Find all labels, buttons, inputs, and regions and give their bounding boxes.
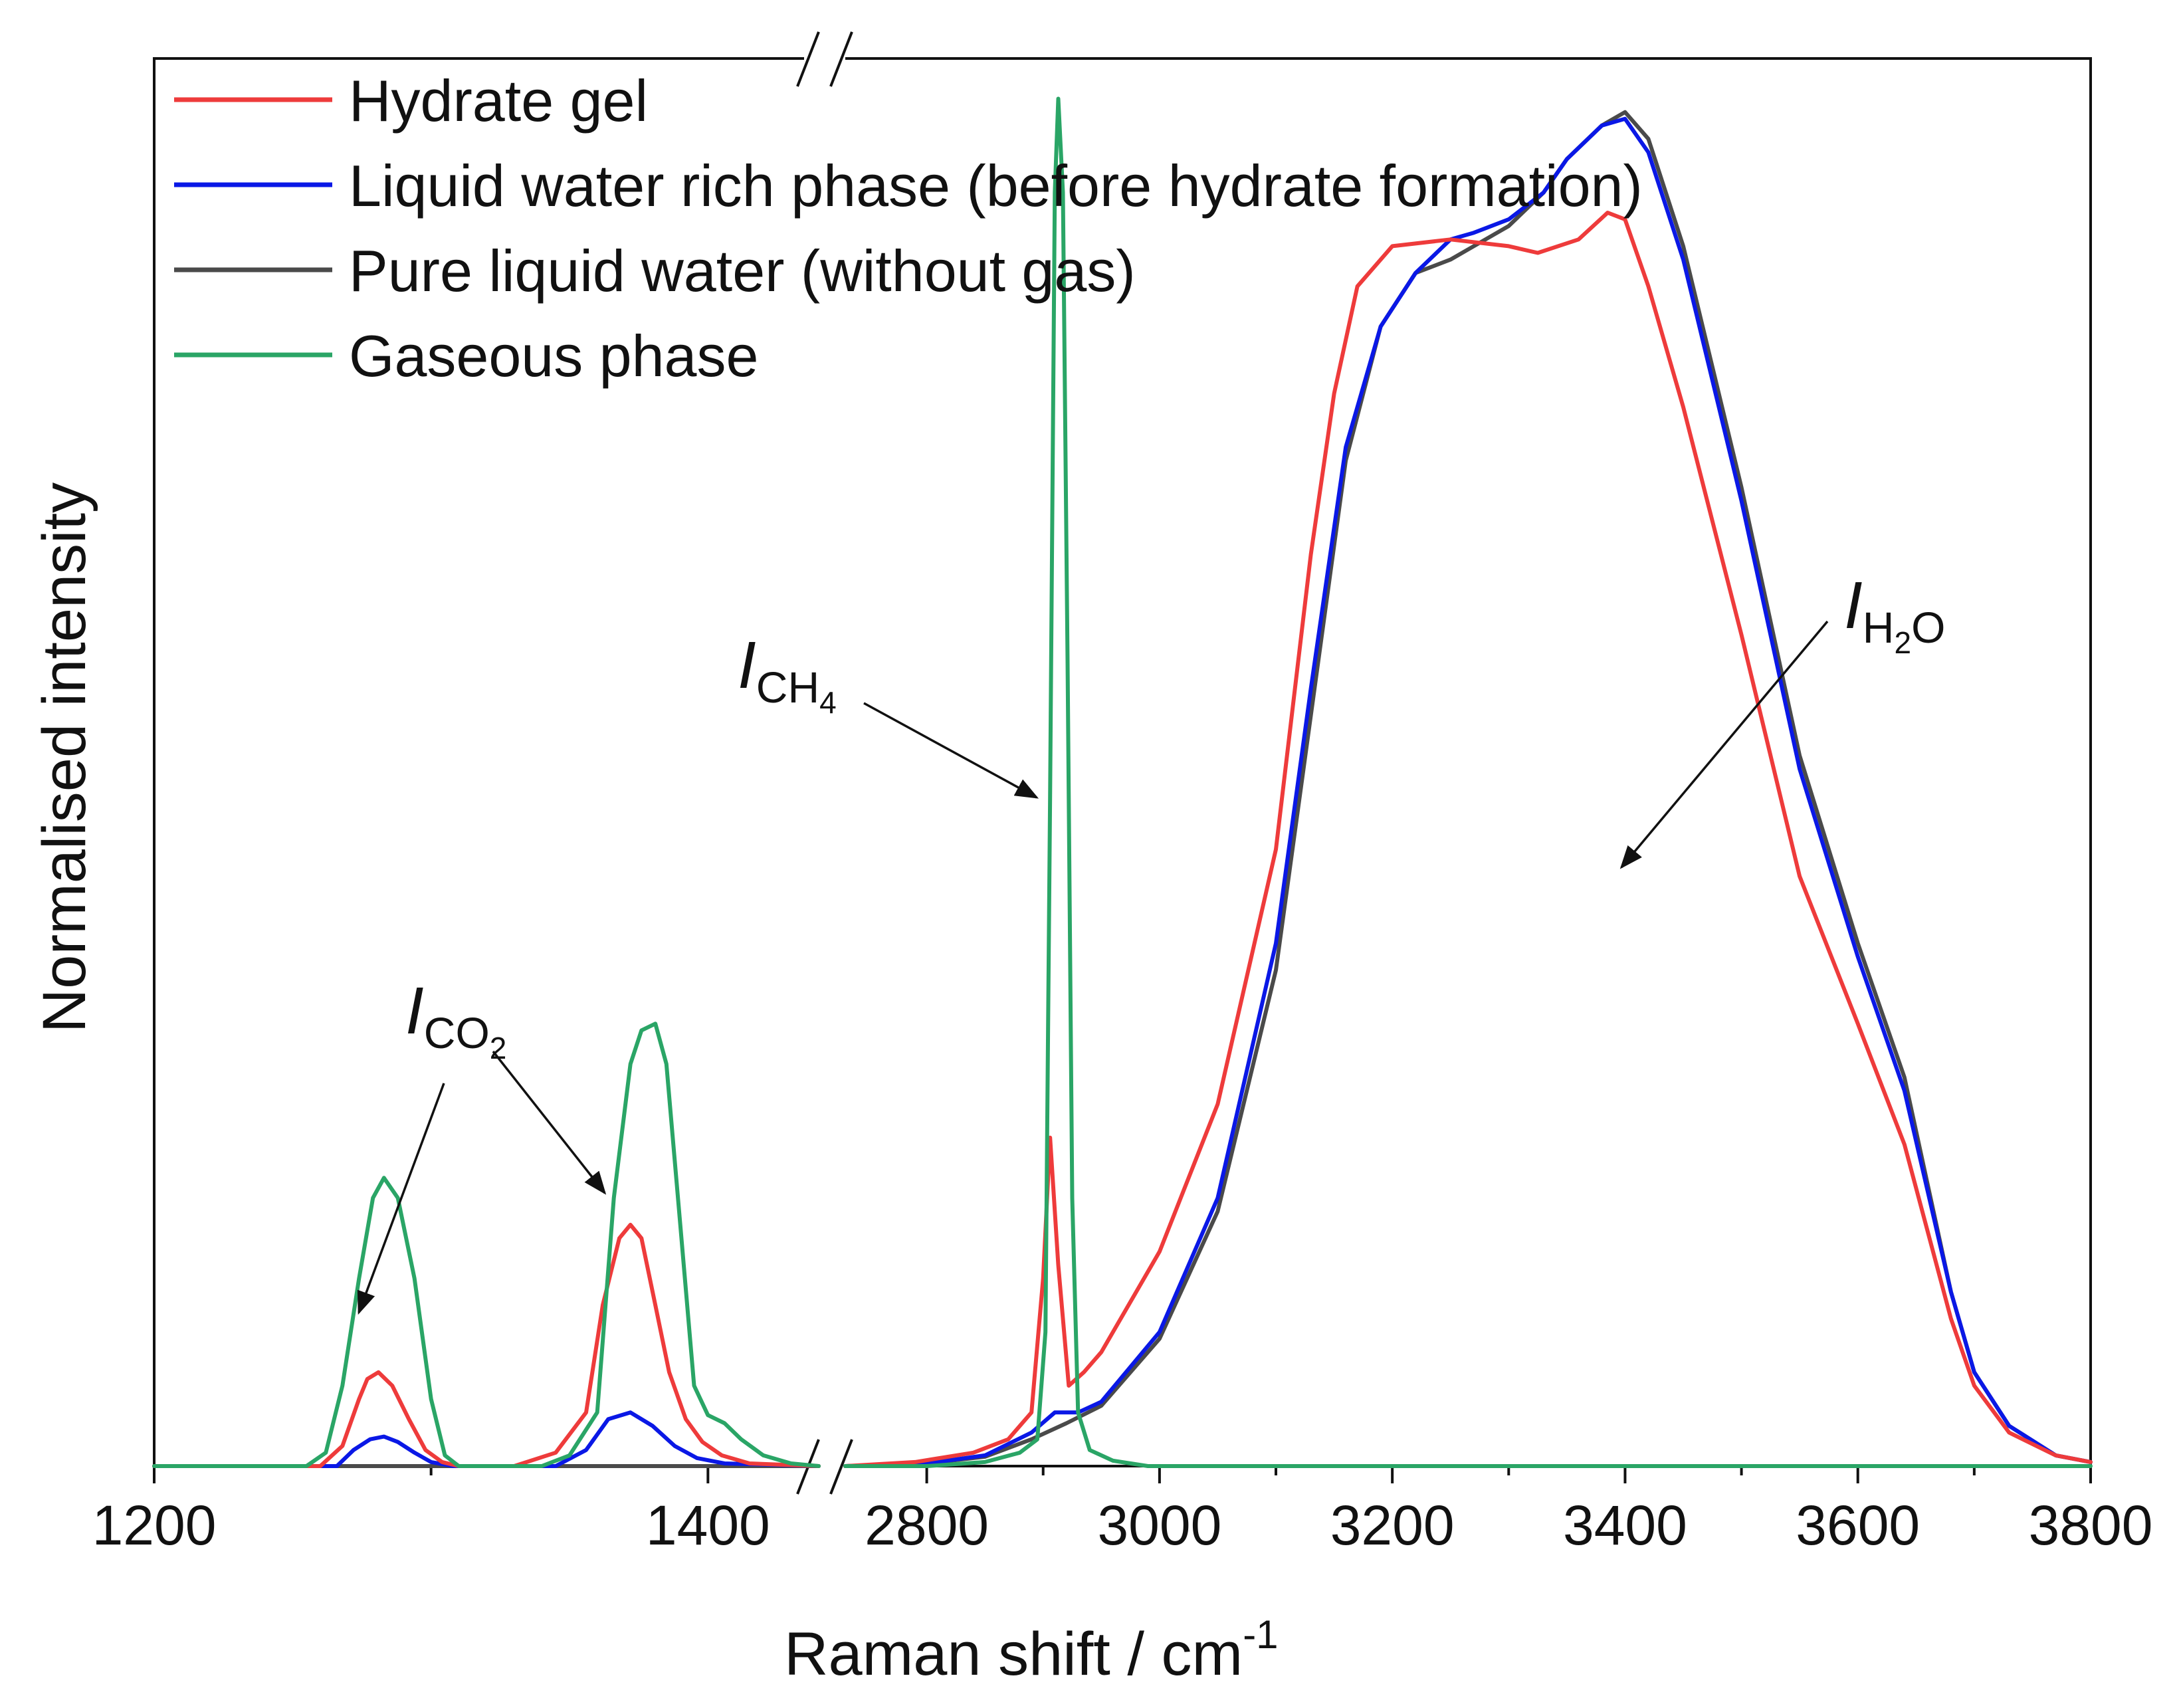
series-line-gaseous-phase-seg2 [843, 96, 2093, 1468]
x-axis-label-main: Raman shift / cm [784, 1620, 1243, 1688]
annotation-ch4-i: I [738, 628, 756, 702]
y-axis-label: Normalised intensity [31, 482, 98, 1033]
annotation-co2-sub-a: CO [424, 1008, 490, 1057]
legend-label-pure-liquid-water: Pure liquid water (without gas) [349, 238, 1136, 304]
x-axis-label: Raman shift / cm-1 [784, 1612, 1279, 1688]
series-line-hydrate-gel-seg1 [152, 1222, 821, 1468]
axis-break-slash-top-1 [796, 31, 820, 87]
annotation-co2-sub-b: 2 [490, 1031, 507, 1065]
series-line-pure-liquid-water-without-gas-seg2 [843, 110, 2093, 1468]
legend-label-liquid-water-rich: Liquid water rich phase (before hydrate … [349, 153, 1643, 219]
annotation-h2o-sub-a: H [1863, 603, 1895, 652]
annotations: ICO2 ICH4 IH2O [357, 568, 1945, 1315]
x-axis-ticks [153, 1466, 2092, 1483]
axis-break-slash-bottom-2 [829, 1439, 853, 1495]
x-tick-label: 3200 [1330, 1494, 1455, 1556]
annotation-co2-label: ICO2 [405, 974, 506, 1065]
x-tick-label: 3600 [1796, 1494, 1920, 1556]
series-line-gaseous-phase-seg1 [152, 1021, 821, 1468]
x-tick-label: 2800 [865, 1494, 989, 1556]
annotation-co2-arrow-left [357, 1083, 445, 1315]
annotation-h2o-label: IH2O [1844, 568, 1945, 660]
annotation-ch4-label: ICH4 [738, 628, 837, 720]
annotation-ch4-sub-b: 4 [819, 685, 837, 720]
x-tick-label: 1400 [646, 1494, 770, 1556]
series-line-hydrate-gel-seg2 [843, 211, 2093, 1468]
x-tick-label: 3800 [2029, 1494, 2153, 1556]
series-line-liquid-water-rich-phase-before-hydrate-formation-seg2 [843, 116, 2093, 1468]
legend-label-gaseous-phase: Gaseous phase [349, 323, 758, 389]
legend: Hydrate gel Liquid water rich phase (bef… [174, 68, 1643, 389]
annotation-h2o-sub-c: O [1911, 603, 1945, 652]
annotation-h2o-arrow [1619, 620, 1829, 869]
annotation-ch4-sub-a: CH [756, 663, 819, 712]
annotation-co2-i: I [405, 974, 424, 1048]
annotation-h2o-i: I [1844, 568, 1863, 643]
x-axis-label-superscript: -1 [1243, 1612, 1278, 1657]
annotation-h2o-sub-b: 2 [1894, 625, 1911, 660]
annotation-ch4-arrow [863, 702, 1039, 799]
x-tick-label: 1200 [92, 1494, 217, 1556]
plot-frame [153, 57, 2092, 1467]
axis-break-slash-top-2 [829, 31, 853, 87]
legend-label-hydrate-gel: Hydrate gel [349, 68, 648, 134]
series-group [152, 96, 2093, 1468]
x-tick-label: 3000 [1097, 1494, 1221, 1556]
x-tick-label: 3400 [1563, 1494, 1687, 1556]
x-axis-tick-labels: 1200 1400 2800 3000 3200 3400 3600 3800 [92, 1494, 2153, 1556]
annotation-co2-arrow-right [492, 1050, 607, 1195]
